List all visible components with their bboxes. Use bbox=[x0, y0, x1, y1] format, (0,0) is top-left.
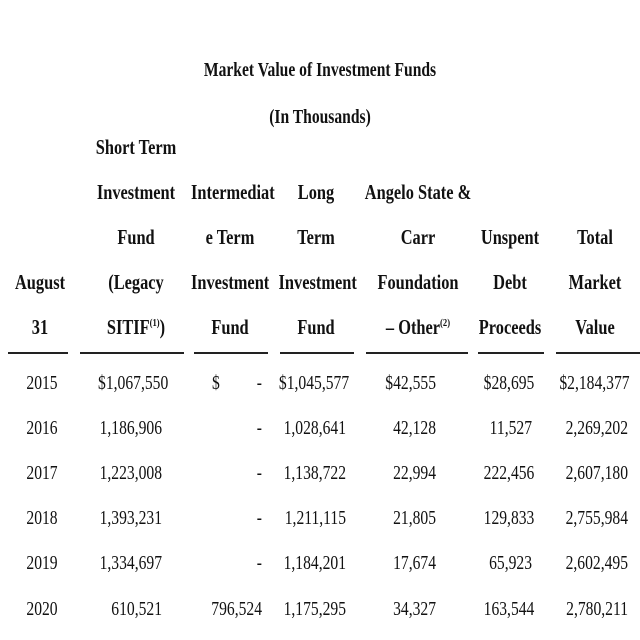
cell-angelo: $42,555 bbox=[385, 372, 436, 394]
table-subtitle: (In Thousands) bbox=[269, 106, 371, 128]
cell-year: 2018 bbox=[26, 507, 58, 529]
header-unspent-debt-proceeds: Unspent Debt Proceeds bbox=[478, 225, 542, 339]
cell-short-term: 1,223,008 bbox=[99, 462, 162, 484]
cell-angelo: 21,805 bbox=[393, 507, 436, 529]
header-intermediate-term-fund: Intermediat e Term Investment Fund bbox=[191, 180, 275, 339]
cell-long-term: 1,211,115 bbox=[284, 507, 346, 529]
cell-short-term: 1,186,906 bbox=[99, 417, 162, 439]
cell-total: 2,607,180 bbox=[565, 462, 628, 484]
cell-intermediate: - bbox=[256, 417, 262, 439]
cell-unspent: 163,544 bbox=[483, 598, 535, 620]
cell-long-term: $1,045,577 bbox=[278, 372, 350, 394]
cell-intermediate: - bbox=[256, 372, 262, 394]
cell-total: $2,184,377 bbox=[559, 372, 630, 394]
cell-year: 2020 bbox=[26, 598, 58, 620]
cell-short-term: 1,334,697 bbox=[99, 552, 162, 574]
cell-year: 2019 bbox=[26, 552, 58, 574]
cell-angelo: 17,674 bbox=[393, 552, 436, 574]
header-long-term-fund: Long Term Investment Fund bbox=[278, 180, 357, 339]
cell-unspent: 65,923 bbox=[489, 552, 532, 574]
rule-short-term bbox=[80, 352, 184, 354]
cell-total: 2,755,984 bbox=[565, 507, 628, 529]
cell-total: 2,780,211 bbox=[566, 598, 628, 620]
cell-short-term: 1,393,231 bbox=[99, 507, 162, 529]
cell-unspent: 222,456 bbox=[483, 462, 535, 484]
cell-short-term: $1,067,550 bbox=[98, 372, 169, 394]
table-title: Market Value of Investment Funds bbox=[203, 59, 437, 81]
rule-total bbox=[556, 352, 640, 354]
cell-unspent: 129,833 bbox=[483, 507, 535, 529]
footnote-marker-1: (1) bbox=[149, 317, 160, 329]
cell-year: 2016 bbox=[26, 417, 58, 439]
header-short-term-fund: Short Term Investment Fund (Legacy SITIF… bbox=[81, 125, 190, 350]
cell-unspent: $28,695 bbox=[483, 372, 535, 394]
header-total-market-value: Total Market Value bbox=[568, 225, 622, 339]
cell-intermediate: - bbox=[256, 462, 262, 484]
cell-long-term: 1,175,295 bbox=[283, 598, 346, 620]
footnote-marker-2: (2) bbox=[440, 317, 451, 329]
header-angelo-label: Angelo State & Carr Foundation – Other bbox=[364, 180, 472, 339]
rule-unspent bbox=[478, 352, 544, 354]
cell-long-term: 1,138,722 bbox=[283, 462, 346, 484]
cell-angelo: 34,327 bbox=[393, 598, 436, 620]
rule-angelo bbox=[366, 352, 468, 354]
rule-intermediate bbox=[194, 352, 268, 354]
cell-intermediate: - bbox=[256, 552, 262, 574]
cell-short-term: 610,521 bbox=[111, 598, 162, 620]
cell-intermediate-prefix: $ bbox=[212, 372, 220, 394]
cell-year: 2015 bbox=[26, 372, 58, 394]
rule-august bbox=[8, 352, 68, 354]
header-short-term-close: ) bbox=[159, 315, 166, 339]
cell-unspent: 11,527 bbox=[489, 417, 532, 439]
cell-angelo: 22,994 bbox=[393, 462, 436, 484]
cell-angelo: 42,128 bbox=[393, 417, 436, 439]
cell-intermediate: 796,524 bbox=[211, 598, 262, 620]
header-august-31: August 31 bbox=[14, 270, 66, 339]
cell-long-term: 1,028,641 bbox=[283, 417, 346, 439]
header-short-term-label: Short Term Investment Fund (Legacy SITIF bbox=[95, 135, 177, 339]
rule-long-term bbox=[280, 352, 354, 354]
cell-long-term: 1,184,201 bbox=[283, 552, 346, 574]
cell-year: 2017 bbox=[26, 462, 58, 484]
cell-total: 2,602,495 bbox=[565, 552, 628, 574]
header-angelo-state-carr: Angelo State & Carr Foundation – Other(2… bbox=[363, 170, 472, 350]
cell-intermediate: - bbox=[256, 507, 262, 529]
cell-total: 2,269,202 bbox=[565, 417, 628, 439]
